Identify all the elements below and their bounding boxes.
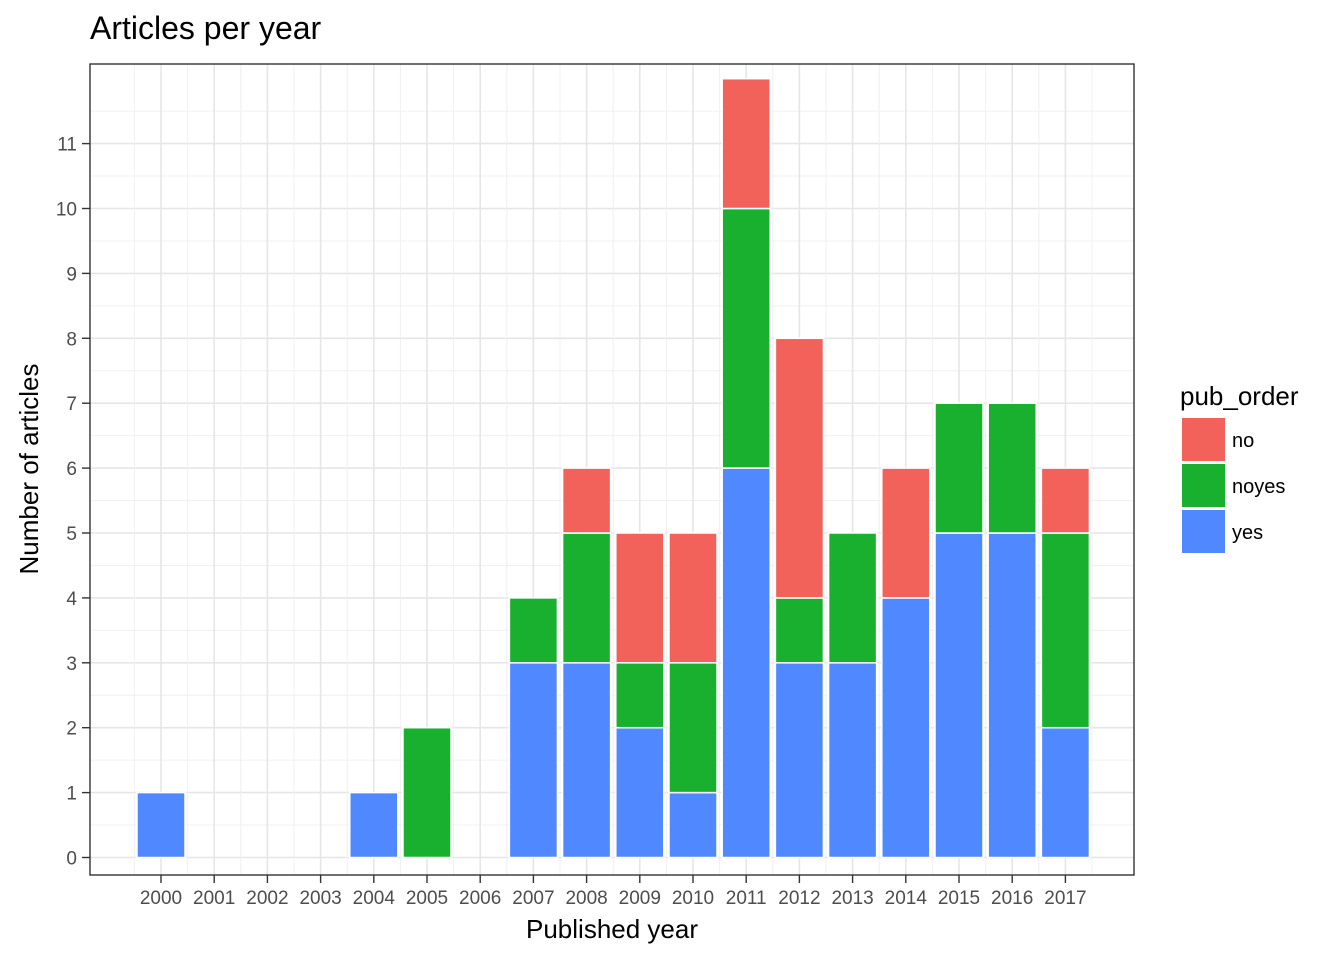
x-axis-title: Published year [526, 914, 698, 944]
bar-yes-2004 [349, 791, 399, 859]
x-tick-label: 2000 [140, 888, 182, 909]
bar-yes-2016 [987, 532, 1037, 859]
y-tick-label: 9 [66, 264, 77, 285]
x-tick-label: 2014 [885, 888, 928, 909]
x-tick-label: 2009 [619, 888, 661, 909]
x-tick-label: 2007 [512, 888, 554, 909]
bar-yes-2011 [721, 467, 771, 859]
bar-no-2017 [1040, 467, 1091, 534]
legend-key-noyes [1182, 464, 1225, 507]
x-tick-label: 2006 [459, 888, 501, 909]
chart-title: Articles per year [90, 10, 322, 46]
y-tick-label: 10 [56, 200, 77, 221]
x-tick-label: 2002 [246, 888, 288, 909]
y-tick-label: 1 [66, 784, 77, 805]
x-tick-label: 2001 [193, 888, 235, 909]
y-tick-label: 2 [66, 719, 77, 740]
x-tick-label: 2005 [406, 888, 448, 909]
y-tick-label: 8 [66, 329, 77, 350]
bar-noyes-2007 [508, 597, 559, 664]
x-tick-label: 2008 [565, 888, 607, 909]
bar-no-2011 [721, 77, 771, 210]
bar-yes-2017 [1040, 726, 1091, 859]
bar-yes-2009 [615, 726, 665, 859]
legend-title: pub_order [1180, 381, 1299, 411]
bar-yes-2008 [561, 662, 612, 859]
x-tick-label: 2013 [831, 888, 873, 909]
bar-yes-2000 [136, 791, 186, 859]
x-axis: 2000 2001 2002 2003 2004 2005 2006 2007 2008 2009… [140, 875, 1087, 909]
bar-noyes-2005 [402, 726, 452, 859]
bar-no-2010 [668, 532, 718, 664]
bar-yes-2010 [668, 791, 718, 859]
legend-label-no: no [1232, 430, 1254, 452]
x-tick-label: 2003 [299, 888, 341, 909]
x-tick-label: 2016 [991, 888, 1033, 909]
bars-group [136, 77, 1091, 859]
bar-yes-2013 [827, 662, 878, 859]
y-tick-label: 3 [66, 654, 77, 675]
bar-noyes-2012 [774, 597, 825, 664]
legend-key-no [1182, 418, 1225, 461]
x-tick-label: 2012 [778, 888, 820, 909]
bar-yes-2012 [774, 662, 825, 859]
bar-noyes-2010 [668, 662, 718, 794]
bar-noyes-2013 [827, 532, 878, 664]
legend-key-yes [1182, 510, 1225, 553]
x-tick-label: 2004 [353, 888, 396, 909]
legend: pub_order no noyes yes [1180, 381, 1299, 553]
x-tick-label: 2015 [938, 888, 980, 909]
bar-noyes-2011 [721, 207, 771, 469]
plot-border [89, 63, 1135, 876]
y-tick-label: 11 [57, 135, 77, 156]
bar-no-2014 [881, 467, 931, 599]
bar-noyes-2009 [615, 662, 665, 729]
bar-noyes-2015 [934, 402, 984, 534]
x-tick-label: 2017 [1044, 888, 1086, 909]
y-axis-title: Number of articles [14, 364, 44, 575]
bar-no-2009 [615, 532, 665, 664]
y-tick-label: 4 [66, 589, 77, 610]
y-tick-label: 0 [66, 849, 77, 870]
y-tick-label: 5 [66, 524, 77, 545]
bar-noyes-2008 [561, 532, 612, 664]
x-tick-label: 2011 [726, 888, 767, 909]
bar-noyes-2017 [1040, 532, 1091, 729]
bar-no-2008 [561, 467, 612, 534]
bar-yes-2007 [508, 662, 559, 859]
x-tick-label: 2010 [672, 888, 714, 909]
y-axis: 0 1 2 3 4 5 6 7 8 9 10 11 [56, 135, 90, 870]
bar-yes-2015 [934, 532, 984, 859]
y-tick-label: 6 [66, 459, 77, 480]
bar-noyes-2016 [987, 402, 1037, 534]
bar-no-2012 [774, 337, 825, 599]
y-tick-label: 7 [66, 394, 77, 415]
legend-label-noyes: noyes [1232, 476, 1285, 498]
legend-label-yes: yes [1232, 522, 1263, 544]
bar-yes-2014 [881, 597, 931, 859]
